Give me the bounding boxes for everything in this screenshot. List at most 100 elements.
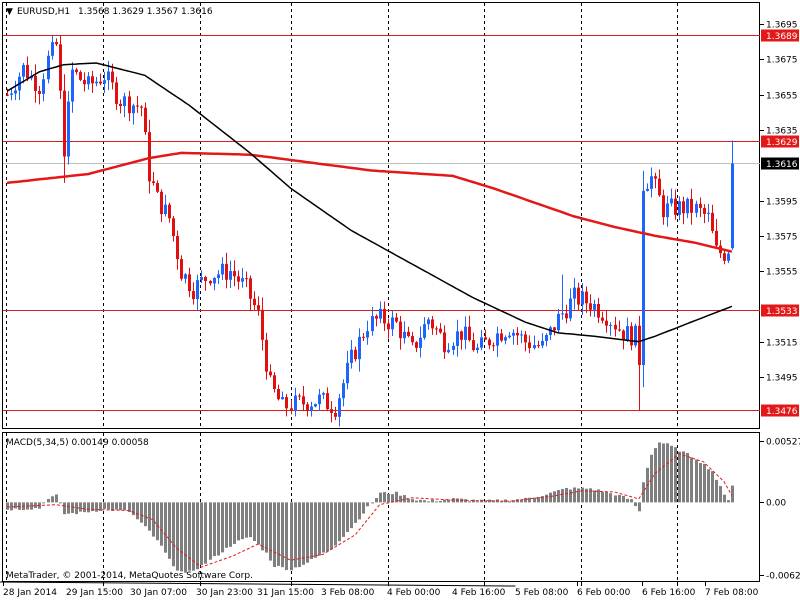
macd-bar (723, 494, 726, 503)
candle (383, 301, 386, 331)
macd-bar (172, 502, 175, 567)
candle (103, 71, 106, 93)
macd-bar (213, 502, 216, 557)
candle (597, 297, 600, 323)
candle (601, 311, 604, 324)
candle (290, 400, 293, 415)
macd-bar (387, 493, 390, 503)
candle (614, 316, 617, 337)
candle (217, 270, 220, 285)
candle (79, 70, 82, 82)
macd-bar (209, 502, 212, 560)
candle (605, 309, 608, 333)
candle (484, 329, 487, 340)
macd-bar (99, 502, 102, 511)
macd-bar (221, 502, 224, 553)
symbol-arrow-icon[interactable]: ▼ (6, 7, 13, 17)
macd-bar (302, 502, 305, 565)
candle (504, 335, 507, 345)
candle (524, 330, 527, 352)
macd-bar (200, 502, 203, 566)
symbol-label: EURUSD,H1 (17, 7, 70, 17)
candle (533, 335, 536, 350)
candle (196, 274, 199, 311)
macd-bar (682, 451, 685, 503)
candle (188, 267, 191, 298)
macd-bar (294, 502, 297, 568)
candle (111, 63, 114, 90)
macd-axis: 0.00527 0.00 -0.00629 (760, 438, 800, 582)
macd-bar (654, 448, 657, 503)
level-label-bg-0 (761, 29, 799, 42)
candle (132, 103, 135, 125)
macd-bar (549, 492, 552, 503)
candle (439, 323, 442, 334)
macd-bar (589, 488, 592, 503)
candle (670, 188, 673, 207)
macd-bar (249, 502, 252, 538)
candle (51, 36, 54, 60)
macd-bar (447, 499, 450, 503)
macd-bar (678, 451, 681, 503)
macd-bar (245, 502, 248, 538)
candles (6, 35, 734, 427)
candle (160, 189, 163, 222)
candle (520, 330, 523, 344)
candle (662, 189, 665, 225)
macd-bar (585, 488, 588, 503)
candle (136, 96, 139, 113)
candle (123, 92, 126, 118)
macd-bar (67, 502, 70, 514)
candle (468, 315, 471, 342)
macd-bar (561, 488, 564, 503)
macd-bar (435, 501, 438, 503)
candle (541, 333, 544, 349)
candle (391, 310, 394, 337)
macd-tick-label-2: -0.00629 (766, 572, 800, 582)
macd-bar (670, 445, 673, 503)
macd-bar (528, 497, 531, 503)
macd-bar (51, 496, 54, 503)
candle (67, 91, 70, 165)
macd-bar (362, 502, 365, 514)
candle (387, 318, 390, 339)
price-tick-label-3: 1.3635 (766, 127, 798, 137)
time-label-10: 6 Feb 16:00 (642, 588, 696, 598)
macd-bar (488, 499, 491, 503)
candle (646, 183, 649, 192)
macd-bar (63, 502, 66, 515)
candle (249, 275, 252, 312)
macd-bar (379, 492, 382, 503)
macd-bar (123, 502, 126, 511)
macd-bar (144, 502, 147, 527)
macd-bar (366, 502, 369, 507)
macd-bar (358, 502, 361, 520)
macd-bar (504, 499, 507, 503)
macd-bar (47, 498, 50, 503)
candle (87, 72, 90, 90)
macd-bar (314, 502, 317, 558)
macd-bar (229, 502, 232, 547)
candle (14, 80, 17, 101)
macd-bar (225, 502, 228, 548)
candle (447, 343, 450, 354)
candle (34, 64, 37, 103)
macd-bar (508, 501, 511, 503)
candle (241, 268, 244, 288)
current-price-label-bg (761, 157, 799, 170)
candle (674, 189, 677, 220)
macd-bar (14, 502, 17, 509)
candle (330, 401, 333, 423)
candle (630, 322, 633, 351)
macd-bar (476, 501, 479, 503)
macd-bar (217, 502, 220, 556)
macd-bar (614, 495, 617, 503)
macd-bar (346, 502, 349, 532)
macd-bar (618, 494, 621, 503)
macd-bar (541, 496, 544, 503)
macd-bar (354, 502, 357, 523)
macd-bar (103, 502, 106, 509)
price-tick-label-4: 1.3595 (766, 198, 798, 208)
horizontal-levels (3, 35, 760, 411)
